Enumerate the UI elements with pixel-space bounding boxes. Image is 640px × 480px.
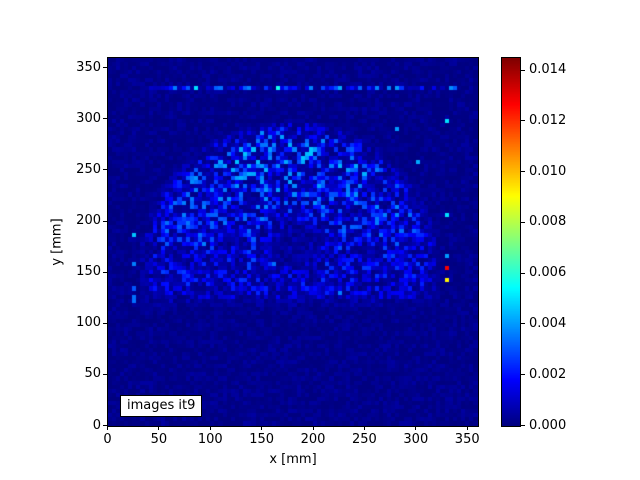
annotation-label: images it9 (127, 398, 196, 413)
x-tick-mark (107, 426, 108, 430)
colorbar (501, 57, 521, 427)
y-axis-label: y [mm] (49, 218, 65, 266)
y-tick-mark (103, 169, 107, 171)
y-tick-label: 200 (76, 213, 101, 229)
x-tick-label: 0 (103, 432, 112, 447)
colorbar-tick-label: 0.014 (529, 62, 567, 78)
plot-area: images it9 (107, 57, 479, 427)
x-axis-label: x [mm] (269, 452, 317, 467)
colorbar-tick-mark (520, 323, 525, 325)
y-tick-label: 100 (76, 315, 101, 331)
y-tick-label: 150 (76, 264, 101, 280)
annotation-box: images it9 (120, 395, 203, 417)
colorbar-tick-mark (520, 374, 525, 376)
x-tick-mark (209, 426, 211, 430)
x-tick-mark (363, 426, 365, 430)
y-tick-mark (103, 322, 107, 324)
x-tick-label: 350 (454, 432, 480, 447)
y-tick-label: 300 (76, 110, 101, 126)
y-tick-label: 50 (84, 366, 101, 382)
x-tick-label: 50 (150, 432, 168, 447)
x-tick-label: 150 (249, 432, 275, 447)
colorbar-tick-label: 0.010 (529, 163, 567, 179)
x-tick-label: 200 (300, 432, 326, 447)
x-tick-label: 300 (403, 432, 429, 447)
colorbar-tick-label: 0.002 (529, 366, 567, 382)
x-tick-mark (415, 426, 417, 430)
x-tick-mark (158, 426, 160, 430)
colorbar-tick-mark (520, 425, 525, 426)
heatmap-canvas (108, 58, 478, 426)
colorbar-tick-label: 0.004 (529, 315, 567, 331)
colorbar-tick-mark (520, 272, 525, 274)
y-tick-label: 350 (76, 59, 101, 75)
colorbar-canvas (502, 58, 520, 426)
colorbar-tick-label: 0.000 (529, 417, 567, 433)
y-tick-label: 0 (92, 417, 101, 433)
x-tick-mark (466, 426, 468, 430)
x-tick-mark (312, 426, 314, 430)
x-tick-label: 100 (197, 432, 223, 447)
colorbar-tick-label: 0.008 (529, 214, 567, 230)
colorbar-tick-mark (520, 120, 525, 122)
x-tick-mark (261, 426, 263, 430)
y-tick-mark (103, 373, 107, 375)
y-tick-label: 250 (76, 161, 101, 177)
x-tick-label: 250 (352, 432, 377, 447)
colorbar-tick-mark (520, 69, 525, 71)
y-tick-mark (103, 220, 107, 222)
y-tick-mark (103, 271, 107, 273)
y-tick-mark (103, 67, 107, 69)
y-tick-mark (103, 118, 107, 120)
colorbar-tick-label: 0.006 (529, 265, 567, 281)
y-tick-mark (103, 425, 107, 426)
colorbar-tick-mark (520, 171, 525, 173)
colorbar-tick-mark (520, 221, 525, 223)
colorbar-tick-label: 0.012 (529, 112, 567, 128)
